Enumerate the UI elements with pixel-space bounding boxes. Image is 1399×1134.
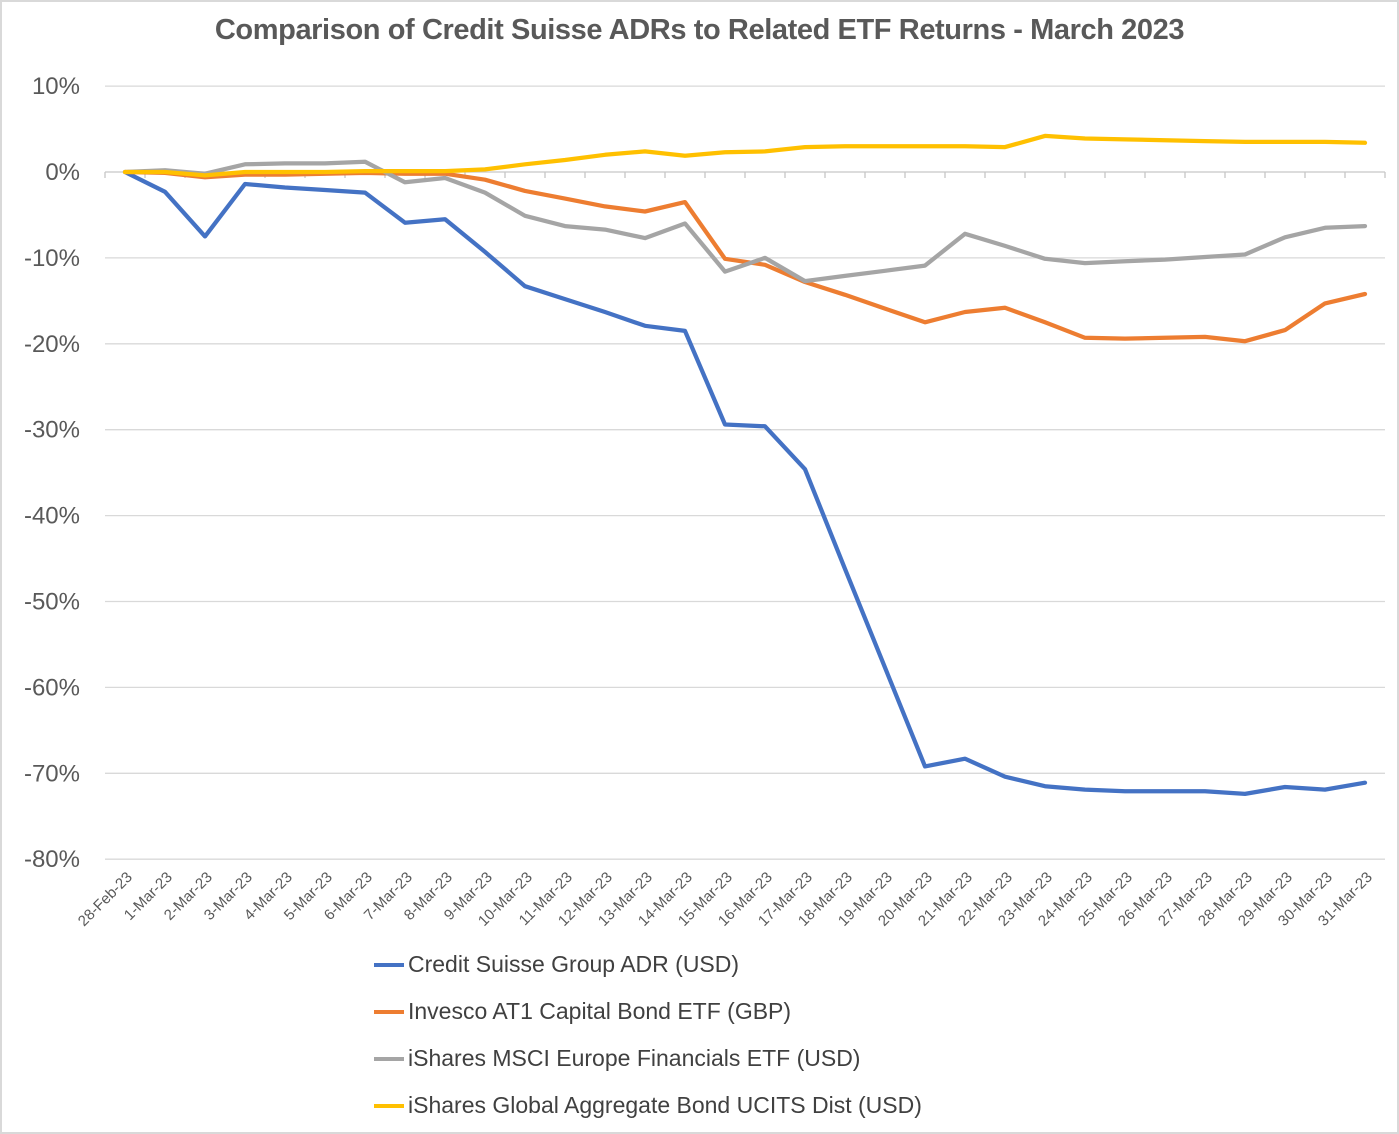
series-line-2 — [122, 159, 1368, 284]
legend-item-invesco-at1: Invesco AT1 Capital Bond ETF (GBP) — [374, 995, 922, 1028]
legend-label: iShares MSCI Europe Financials ETF (USD) — [408, 1045, 861, 1071]
line-chart: 10% 0% -10% -20% -30% -40% -50% -60% -70% -80%28-… — [24, 73, 1386, 930]
legend-line-icon — [374, 1103, 404, 1108]
legend-item-ishares-msci-europe-financials: iShares MSCI Europe Financials ETF (USD) — [374, 1042, 922, 1075]
legend: Credit Suisse Group ADR (USD) Invesco AT… — [374, 948, 922, 1122]
y-axis-label: -60% — [24, 674, 80, 701]
y-axis-label: -80% — [24, 846, 80, 873]
x-axis-label: 28-Feb-23 — [75, 869, 136, 930]
legend-item-credit-suisse-adr: Credit Suisse Group ADR (USD) — [374, 948, 922, 981]
y-axis-label: -40% — [24, 503, 80, 530]
y-axis-label: -10% — [24, 245, 80, 272]
y-axis-label: -20% — [24, 331, 80, 358]
y-axis-label: -70% — [24, 760, 80, 787]
legend-line-icon — [374, 1009, 404, 1014]
legend-label: Credit Suisse Group ADR (USD) — [408, 951, 740, 977]
legend-line-icon — [374, 962, 404, 967]
legend-item-ishares-global-aggregate-bond: iShares Global Aggregate Bond UCITS Dist… — [374, 1089, 922, 1122]
legend-label: iShares Global Aggregate Bond UCITS Dist… — [408, 1092, 922, 1118]
y-axis-label: 10% — [32, 73, 80, 100]
y-axis-label: -50% — [24, 589, 80, 616]
chart-title: Comparison of Credit Suisse ADRs to Rela… — [214, 14, 1185, 46]
series-line-3 — [122, 133, 1368, 178]
y-axis-label: 0% — [45, 159, 80, 186]
legend-line-icon — [374, 1056, 404, 1061]
series-line-0 — [122, 169, 1368, 797]
y-axis-label: -30% — [24, 417, 80, 444]
legend-label: Invesco AT1 Capital Bond ETF (GBP) — [408, 998, 792, 1024]
